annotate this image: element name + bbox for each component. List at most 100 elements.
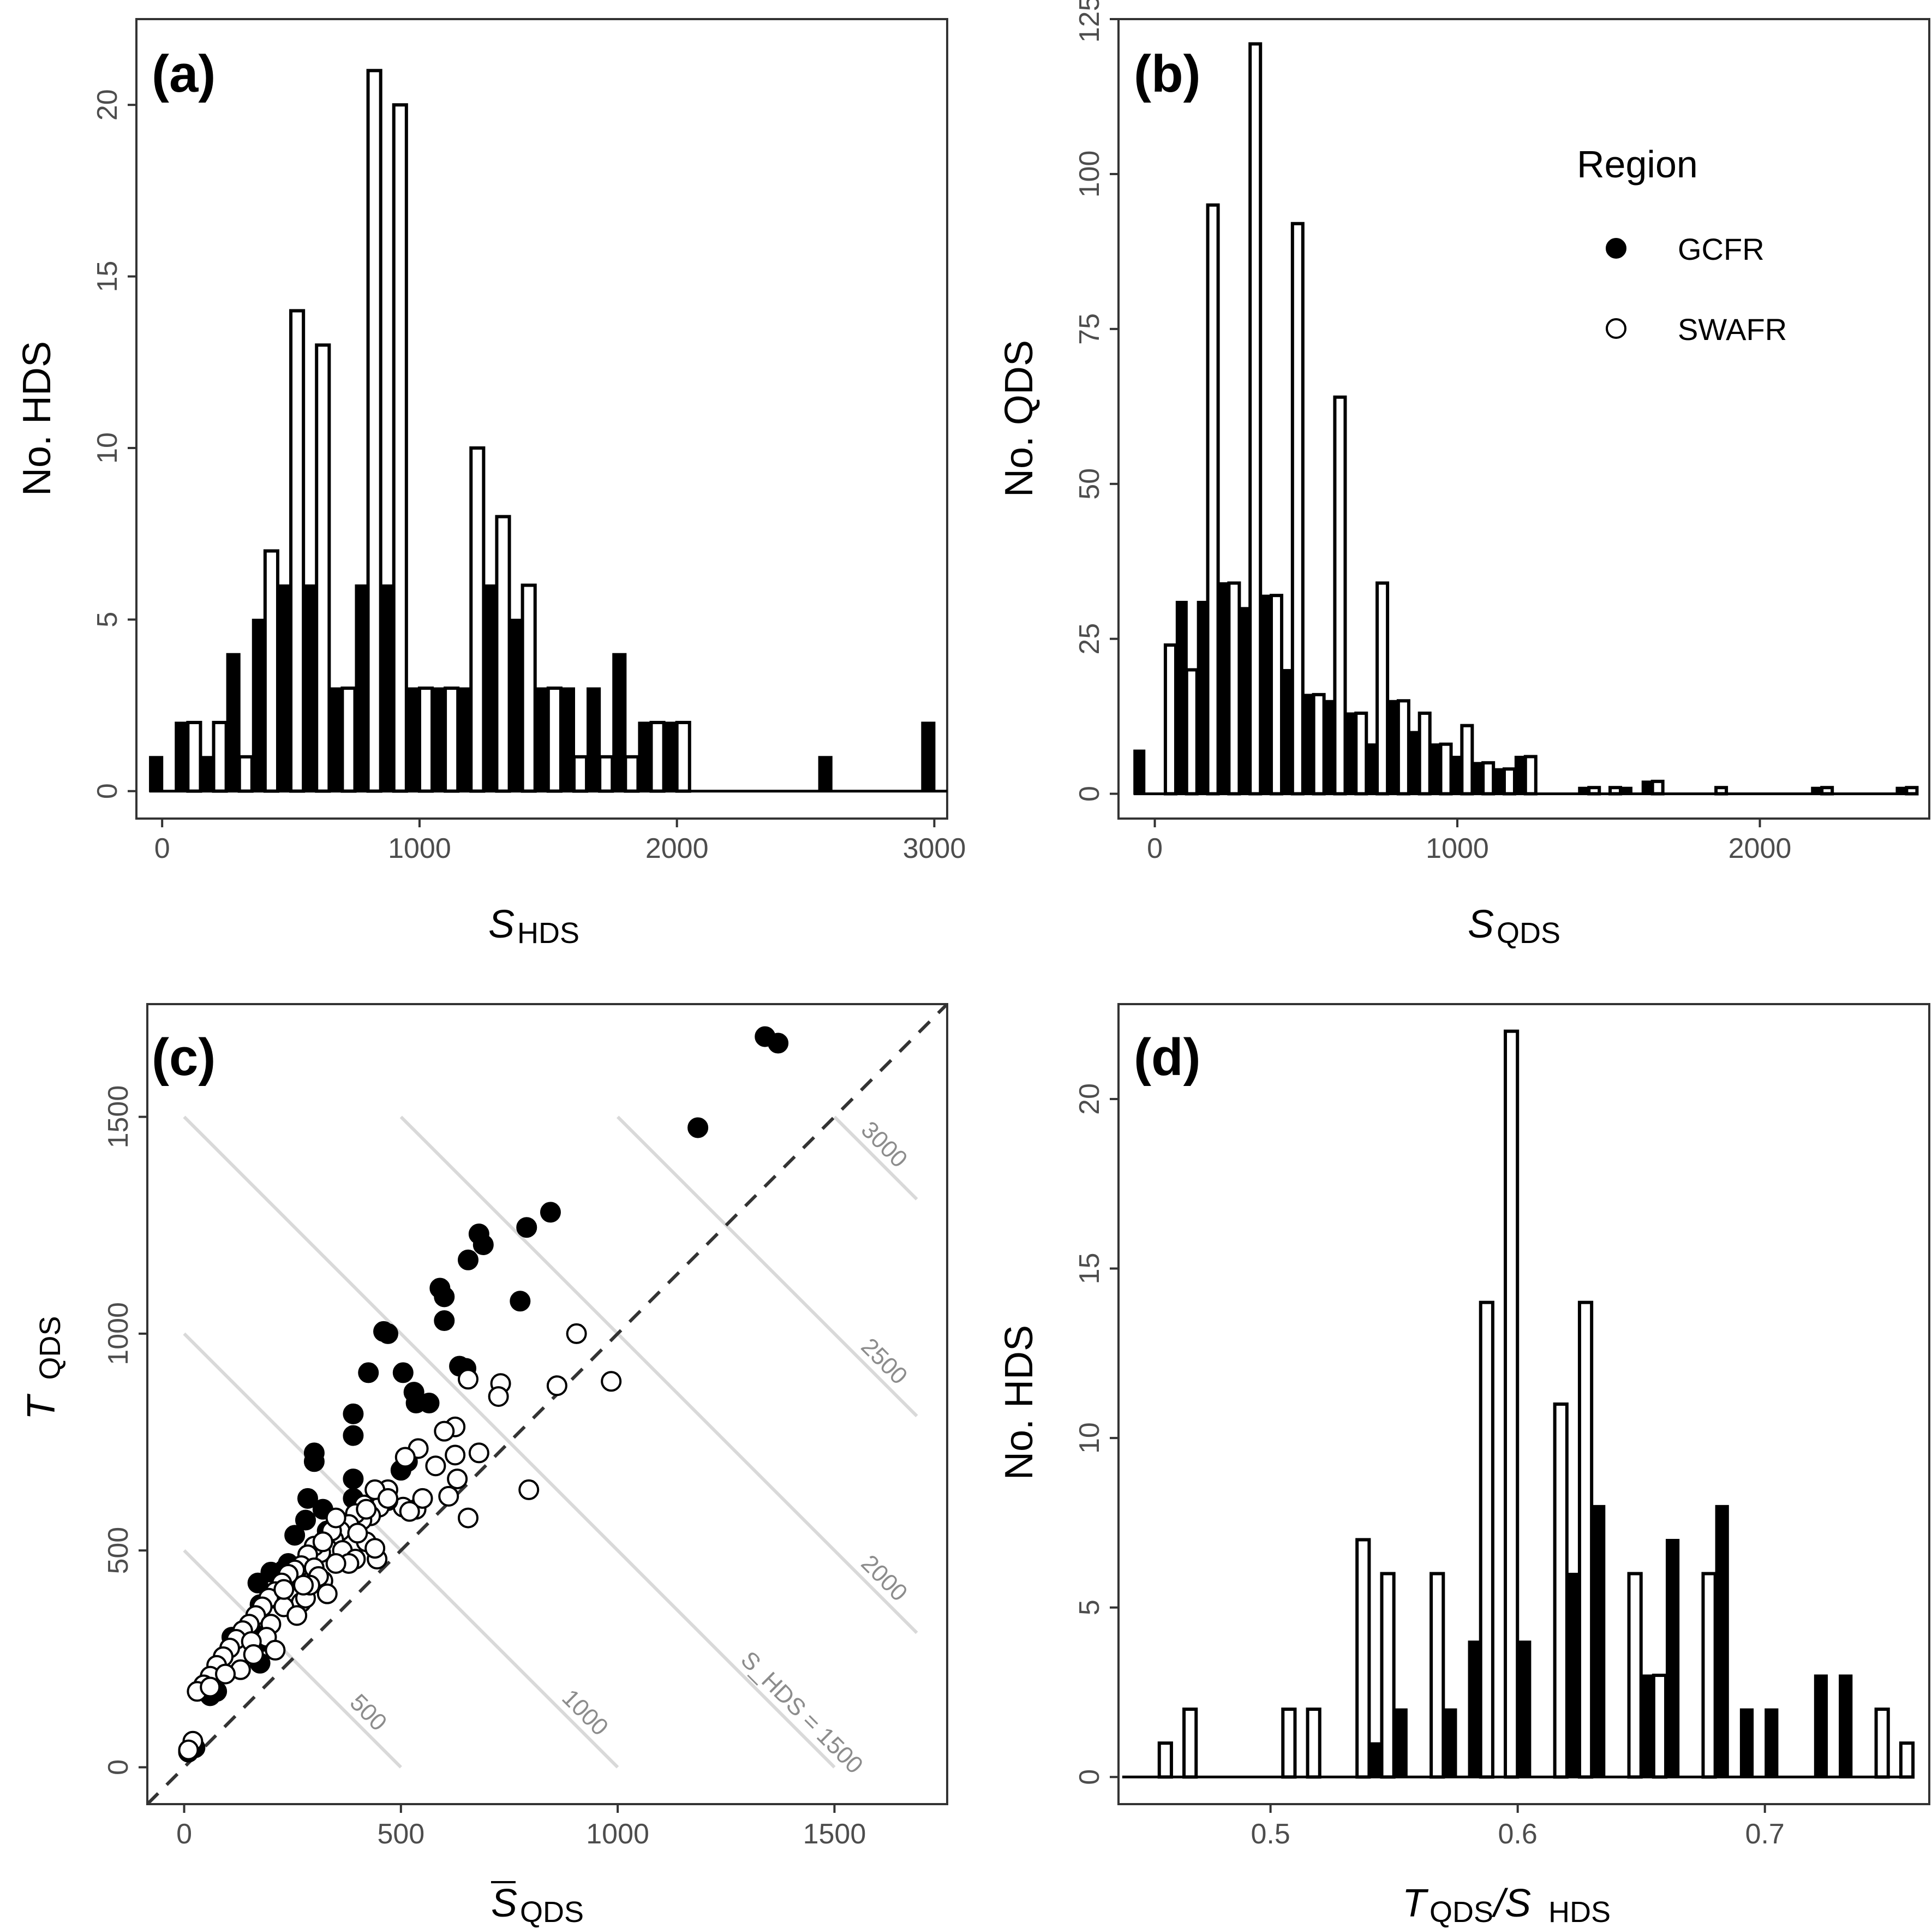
x-tick-label: 0 <box>176 1818 192 1850</box>
bar-gcfr <box>1218 582 1230 795</box>
point-gcfr <box>434 1310 455 1332</box>
bar-gcfr <box>638 721 653 792</box>
legend-gcfr-marker <box>1606 238 1626 259</box>
point-swafr <box>566 1323 587 1344</box>
panel-b-xlabel-sub: QDS <box>1497 917 1560 950</box>
bar-swafr <box>1481 761 1496 796</box>
panel-d-frame <box>1117 1003 1930 1805</box>
panel-d-xlabel-sub1: QDS <box>1429 1896 1493 1928</box>
panel-a-histogram: 0 1000 2000 3000 0 5 10 15 20 (a) No. HDS S HDS <box>15 18 966 950</box>
point-gcfr <box>768 1032 789 1054</box>
y-tick-label: 25 <box>1074 623 1105 655</box>
point-swafr <box>178 1739 199 1760</box>
bar-gcfr <box>1302 694 1315 795</box>
isoline <box>183 1115 836 1769</box>
point-gcfr <box>247 1572 268 1593</box>
isoline <box>399 1115 918 1634</box>
bar-swafr <box>1417 711 1432 796</box>
bar-gcfr <box>1408 731 1421 795</box>
bar-swafr <box>289 309 306 793</box>
bar-swafr <box>1380 1572 1396 1779</box>
bar-swafr <box>495 515 511 793</box>
y-tick-label: 125 <box>1074 0 1105 43</box>
x-tick-label: 0 <box>154 833 170 864</box>
isoline-label: S_HDS = 1500 <box>735 1646 868 1779</box>
bar-gcfr <box>226 653 241 792</box>
panel-d-xlabel-sub2: HDS <box>1548 1896 1611 1928</box>
bar-swafr <box>1248 42 1263 796</box>
point-gcfr <box>297 1488 318 1509</box>
bar-swafr <box>212 720 228 793</box>
bar-gcfr <box>1387 700 1400 795</box>
point-gcfr <box>295 1509 316 1531</box>
panel-c-frame <box>146 1003 948 1805</box>
bar-swafr <box>1587 786 1601 796</box>
bar-swafr <box>1504 1029 1520 1779</box>
bar-swafr <box>186 720 202 793</box>
point-gcfr <box>343 1403 364 1424</box>
panel-a-axes: 0 1000 2000 3000 0 5 10 15 20 <box>92 89 966 864</box>
point-swafr <box>601 1371 622 1392</box>
point-swafr <box>265 1639 286 1661</box>
point-swafr <box>399 1501 420 1522</box>
y-tick-label: 0 <box>103 1759 134 1775</box>
point-gcfr <box>516 1217 537 1238</box>
bar-gcfr <box>1715 1505 1729 1778</box>
bar-swafr <box>1899 1741 1915 1779</box>
panel-b-bars <box>1133 42 1919 796</box>
point-swafr <box>518 1479 540 1500</box>
bar-swafr <box>1905 786 1919 796</box>
point-swafr <box>215 1663 236 1685</box>
bar-swafr <box>1502 767 1516 796</box>
point-swafr <box>364 1538 386 1559</box>
point-swafr <box>273 1579 295 1600</box>
y-tick-label: 10 <box>92 432 123 464</box>
panel-b-frame <box>1117 18 1930 820</box>
y-tick-label: 50 <box>1074 468 1105 500</box>
bar-gcfr <box>329 687 344 792</box>
bar-swafr <box>340 687 357 793</box>
bar-gcfr <box>1620 786 1632 795</box>
point-gcfr <box>392 1362 414 1383</box>
bar-gcfr <box>1666 1538 1680 1778</box>
bar-gcfr <box>509 618 524 792</box>
bar-gcfr <box>432 687 447 792</box>
point-swafr <box>438 1485 459 1507</box>
panel-d-histogram: 0.5 0.6 0.7 0 5 10 15 20 (d) No. HDS T QDS /S H… <box>997 1003 1930 1928</box>
bar-swafr <box>1270 594 1284 796</box>
point-swafr <box>447 1469 468 1490</box>
bar-swafr <box>1820 786 1834 796</box>
bar-gcfr <box>1472 762 1485 795</box>
bar-swafr <box>1290 222 1305 796</box>
panel-d-axes: 0.5 0.6 0.7 0 5 10 15 20 <box>1074 1083 1785 1850</box>
legend: Region GCFR SWAFR <box>1577 143 1787 347</box>
bar-gcfr <box>663 721 678 792</box>
bar-gcfr <box>406 687 421 792</box>
bar-swafr <box>263 549 279 793</box>
bar-gcfr <box>483 584 498 792</box>
bar-gcfr <box>1814 1674 1828 1778</box>
x-tick-label: 0 <box>1147 833 1163 864</box>
bar-gcfr <box>303 584 318 792</box>
bar-swafr <box>1396 699 1410 796</box>
point-gcfr <box>457 1249 478 1270</box>
bar-swafr <box>315 343 331 793</box>
bar-swafr <box>1714 786 1728 796</box>
y-tick-label: 75 <box>1074 313 1105 345</box>
point-swafr <box>325 1507 346 1529</box>
point-gcfr <box>472 1234 494 1255</box>
y-tick-label: 15 <box>92 261 123 293</box>
bar-gcfr <box>587 687 601 792</box>
y-tick-label: 500 <box>103 1527 134 1574</box>
bar-gcfr <box>1839 1674 1853 1778</box>
point-gcfr <box>284 1525 306 1546</box>
bar-swafr <box>1182 1708 1198 1779</box>
panel-c-label: (c) <box>152 1028 216 1087</box>
x-tick-label: 0.6 <box>1498 1818 1538 1850</box>
bar-swafr <box>444 687 460 793</box>
x-tick-label: 1000 <box>388 833 451 864</box>
panel-d-xlabel-t: T <box>1402 1882 1429 1925</box>
bar-swafr <box>1874 1708 1890 1779</box>
y-tick-label: 20 <box>1074 1083 1105 1115</box>
